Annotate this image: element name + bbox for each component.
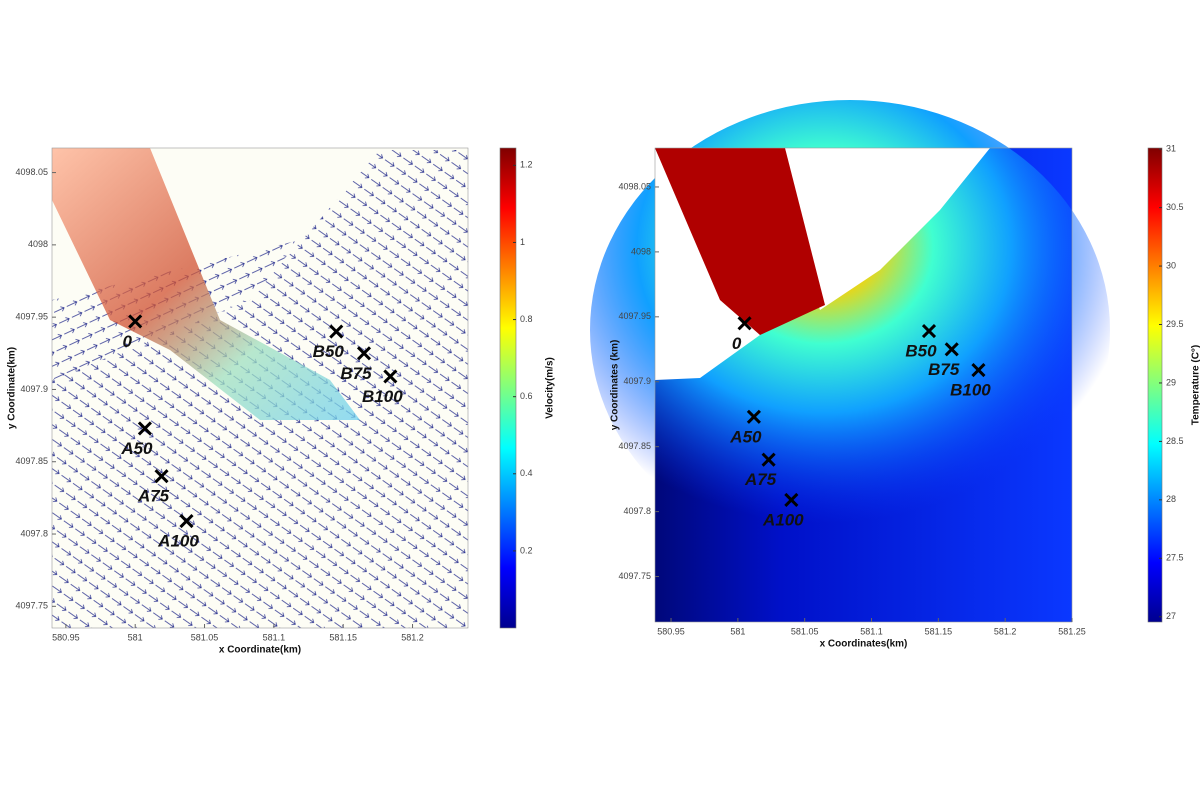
station-label: 0 xyxy=(732,334,742,353)
colorbar-tick-label: 28.5 xyxy=(1166,436,1184,446)
x-tick-label: 581 xyxy=(730,626,745,636)
plot-frame xyxy=(51,147,469,629)
station-label: A50 xyxy=(120,439,153,458)
y-tick-label: 4098 xyxy=(631,246,651,256)
station-label: B100 xyxy=(362,387,403,406)
station-label: A100 xyxy=(157,531,199,550)
y-tick-label: 4097.9 xyxy=(20,384,48,394)
station-label: A100 xyxy=(762,510,804,529)
station-marker xyxy=(383,369,398,384)
y-tick-label: 4097.9 xyxy=(623,376,651,386)
x-tick-label: 580.95 xyxy=(657,626,685,636)
station-label: B75 xyxy=(340,364,372,383)
station-label: 0 xyxy=(122,332,132,351)
x-tick-label: 581.05 xyxy=(791,626,819,636)
colorbar xyxy=(1147,147,1163,623)
y-tick-label: 4097.8 xyxy=(623,506,651,516)
station-marker xyxy=(944,342,959,357)
y-tick-label: 4097.95 xyxy=(15,312,48,322)
x-tick-label: 581.25 xyxy=(1058,626,1086,636)
station-marker xyxy=(356,346,372,361)
y-axis-label: y Coordinates (km) xyxy=(610,340,621,431)
x-tick-label: 580.95 xyxy=(52,632,80,642)
colorbar-tick-label: 30.5 xyxy=(1166,202,1184,212)
station-label: A75 xyxy=(744,470,777,489)
y-tick-label: 4097.8 xyxy=(20,528,48,538)
station-marker xyxy=(971,363,986,378)
colorbar-tick-label: 29 xyxy=(1166,377,1176,387)
station-label: B100 xyxy=(950,381,991,400)
y-tick-label: 4098.05 xyxy=(618,181,651,191)
colorbar-tick-label: 0.6 xyxy=(520,391,533,401)
colorbar-tick-label: 0.8 xyxy=(520,314,533,324)
x-tick-label: 581.15 xyxy=(329,632,357,642)
station-marker xyxy=(761,452,776,467)
station-label: B50 xyxy=(313,342,345,361)
x-tick-label: 581.1 xyxy=(860,626,883,636)
y-tick-label: 4097.85 xyxy=(618,441,651,451)
colorbar-tick-label: 27 xyxy=(1166,611,1176,621)
colorbar-tick-label: 1 xyxy=(520,237,525,247)
colorbar-label: Temperature (C°) xyxy=(1191,345,1200,426)
station-marker xyxy=(128,314,143,329)
colorbar-tick-label: 0.2 xyxy=(520,545,533,555)
y-tick-label: 4098.05 xyxy=(15,167,48,177)
y-tick-label: 4098 xyxy=(28,239,48,249)
colorbar-tick-label: 28 xyxy=(1166,494,1176,504)
panel-temperature-background xyxy=(590,100,1110,622)
colorbar-tick-label: 29.5 xyxy=(1166,319,1184,329)
y-axis-label: y Coordinate(km) xyxy=(7,347,18,429)
panel-velocity-background xyxy=(52,148,468,628)
station-marker xyxy=(329,324,344,339)
colorbar-tick-label: 0.4 xyxy=(520,468,533,478)
station-marker xyxy=(179,513,194,529)
x-tick-label: 581.1 xyxy=(263,632,286,642)
station-marker xyxy=(154,469,169,484)
x-tick-label: 581.05 xyxy=(191,632,219,642)
station-marker xyxy=(784,492,799,507)
station-label: A50 xyxy=(729,427,762,446)
x-axis-label: x Coordinates(km) xyxy=(820,639,908,650)
station-marker xyxy=(746,409,761,424)
x-axis-label: x Coordinate(km) xyxy=(219,645,301,656)
x-tick-label: 581.15 xyxy=(925,626,953,636)
y-tick-label: 4097.95 xyxy=(618,311,651,321)
y-tick-label: 4097.75 xyxy=(618,571,651,581)
plot-frame xyxy=(654,147,1073,623)
station-marker xyxy=(737,316,752,331)
x-tick-label: 581.2 xyxy=(401,632,424,642)
station-label: B50 xyxy=(905,342,937,361)
colorbar-label: Velocity(m/s) xyxy=(545,357,556,419)
station-marker xyxy=(921,324,937,339)
colorbar-tick-label: 30 xyxy=(1166,260,1176,270)
x-tick-label: 581 xyxy=(128,632,143,642)
y-tick-label: 4097.85 xyxy=(15,456,48,466)
station-label: B75 xyxy=(928,360,960,379)
y-tick-label: 4097.75 xyxy=(15,601,48,611)
station-marker xyxy=(137,421,152,436)
x-tick-label: 581.2 xyxy=(994,626,1017,636)
colorbar-tick-label: 1.2 xyxy=(520,160,533,170)
station-label: A75 xyxy=(137,487,170,506)
colorbar xyxy=(499,147,517,629)
colorbar-tick-label: 27.5 xyxy=(1166,553,1184,563)
colorbar-tick-label: 31 xyxy=(1166,144,1176,154)
